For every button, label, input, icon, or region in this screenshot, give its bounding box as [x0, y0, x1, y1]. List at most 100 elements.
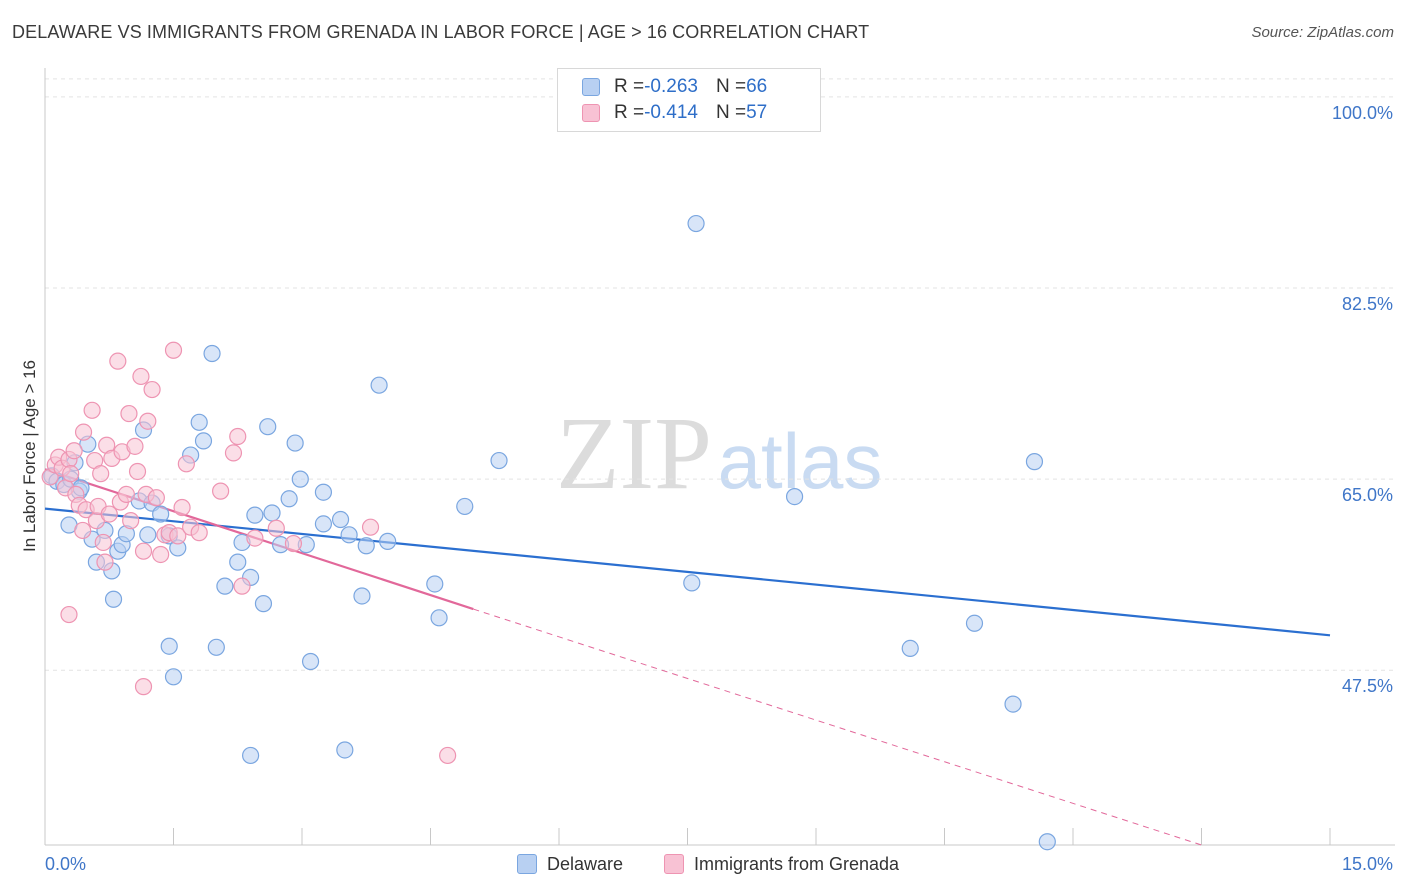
delaware-point: [687, 214, 705, 233]
grenada-point: [117, 485, 135, 504]
watermark-zip: ZIP: [556, 396, 712, 511]
delaware-point: [263, 504, 281, 522]
n-label: N =: [715, 76, 747, 97]
legend-item-grenada[interactable]: Immigrants from Grenada: [664, 852, 899, 876]
grenada-point: [126, 437, 144, 455]
grenada-point: [139, 412, 157, 430]
grenada-point: [164, 341, 183, 359]
x-tick-label: 15.0%: [1342, 854, 1393, 874]
grenada-point: [132, 367, 150, 386]
x-tick-label: 0.0%: [45, 854, 86, 874]
y-tick-label: 65.0%: [1342, 485, 1393, 505]
grenada-point: [177, 455, 195, 473]
n-value: 57: [746, 102, 768, 123]
grenada-point: [267, 519, 285, 537]
grenada-point: [134, 542, 153, 560]
n-label: N =: [715, 102, 747, 123]
legend-item-delaware[interactable]: Delaware: [517, 852, 623, 876]
delaware-point: [331, 510, 350, 529]
grenada-point: [361, 518, 380, 536]
chart-source: Source: ZipAtlas.com: [1251, 24, 1394, 41]
legend-label-delaware: Delaware: [547, 853, 624, 874]
r-label: R =: [614, 76, 645, 97]
legend-label-grenada: Immigrants from Grenada: [694, 853, 900, 874]
grenada-point: [74, 423, 93, 441]
grenada-point: [122, 512, 140, 530]
y-tick-label: 100.0%: [1332, 103, 1393, 123]
grenada-point: [94, 533, 112, 552]
delaware-point: [314, 483, 333, 501]
delaware-point: [190, 413, 208, 431]
delaware-point: [164, 668, 183, 686]
grenada-point: [109, 352, 127, 370]
grenada-point: [212, 482, 230, 500]
grenada-point: [147, 489, 165, 507]
delaware-point: [1025, 453, 1044, 471]
n-value: 66: [746, 76, 768, 97]
delaware-point: [965, 614, 984, 632]
delaware-point: [194, 432, 213, 450]
delaware-point: [785, 487, 804, 506]
r-value: -0.414: [644, 102, 698, 123]
delaware-point: [242, 746, 260, 765]
grenada-point: [96, 553, 114, 571]
delaware-point: [286, 434, 304, 452]
grenada-point: [224, 444, 243, 462]
delaware-point: [254, 595, 273, 613]
stats-legend: R = -0.263 N = 66 R = -0.414 N = 57: [557, 68, 821, 132]
delaware-point: [139, 526, 157, 544]
delaware-point: [1038, 833, 1056, 851]
grenada-point: [246, 529, 264, 547]
delaware-point: [314, 515, 333, 533]
delaware-point: [370, 376, 388, 394]
grenada-swatch: [582, 104, 600, 122]
grenada-point: [65, 442, 83, 460]
r-value: -0.263: [644, 76, 698, 97]
grenada-point: [92, 465, 110, 483]
grenada-point: [60, 605, 78, 624]
grenada-point: [143, 380, 161, 399]
delaware-point: [207, 638, 225, 656]
delaware-point: [301, 652, 320, 671]
grenada-point: [190, 524, 208, 542]
grenada-point: [173, 498, 191, 517]
delaware-point: [353, 587, 371, 605]
delaware-swatch: [582, 78, 600, 96]
grenada-point: [152, 545, 170, 564]
delaware-point: [901, 639, 919, 658]
grenada-point: [128, 462, 147, 481]
delaware-point: [280, 490, 298, 508]
delaware-point: [379, 532, 397, 550]
delaware-point: [216, 577, 234, 595]
zipatlas-watermark: ZIP atlas: [556, 396, 882, 511]
y-tick-label: 47.5%: [1342, 676, 1393, 696]
y-tick-label: 82.5%: [1342, 294, 1393, 314]
grenada-point: [169, 527, 187, 545]
grenada-trend-extension: [473, 608, 1202, 846]
delaware-point: [229, 553, 247, 571]
grenada-point: [120, 404, 138, 423]
delaware-point: [160, 637, 178, 655]
delaware-point: [340, 526, 358, 544]
grenada-point: [62, 465, 80, 483]
grenada-point: [233, 577, 251, 595]
grenada-point: [229, 427, 247, 446]
delaware-point: [291, 470, 309, 488]
grenada-legend-swatch: [664, 854, 684, 874]
stats-legend-row-grenada: R = -0.414 N = 57: [582, 101, 767, 125]
r-label: R =: [614, 102, 645, 123]
delaware-point: [1004, 695, 1022, 713]
grenada-point: [134, 678, 153, 696]
grenada-point: [83, 401, 101, 419]
delaware-point: [490, 451, 508, 470]
delaware-point: [357, 537, 375, 555]
delaware-point: [152, 505, 170, 523]
grenada-point: [284, 534, 303, 553]
delaware-point: [683, 574, 701, 592]
grenada-point: [74, 521, 92, 540]
delaware-trend-line: [44, 507, 1331, 637]
stats-legend-row-delaware: R = -0.263 N = 66: [582, 75, 767, 99]
delaware-point: [426, 575, 444, 593]
delaware-point: [456, 497, 474, 516]
